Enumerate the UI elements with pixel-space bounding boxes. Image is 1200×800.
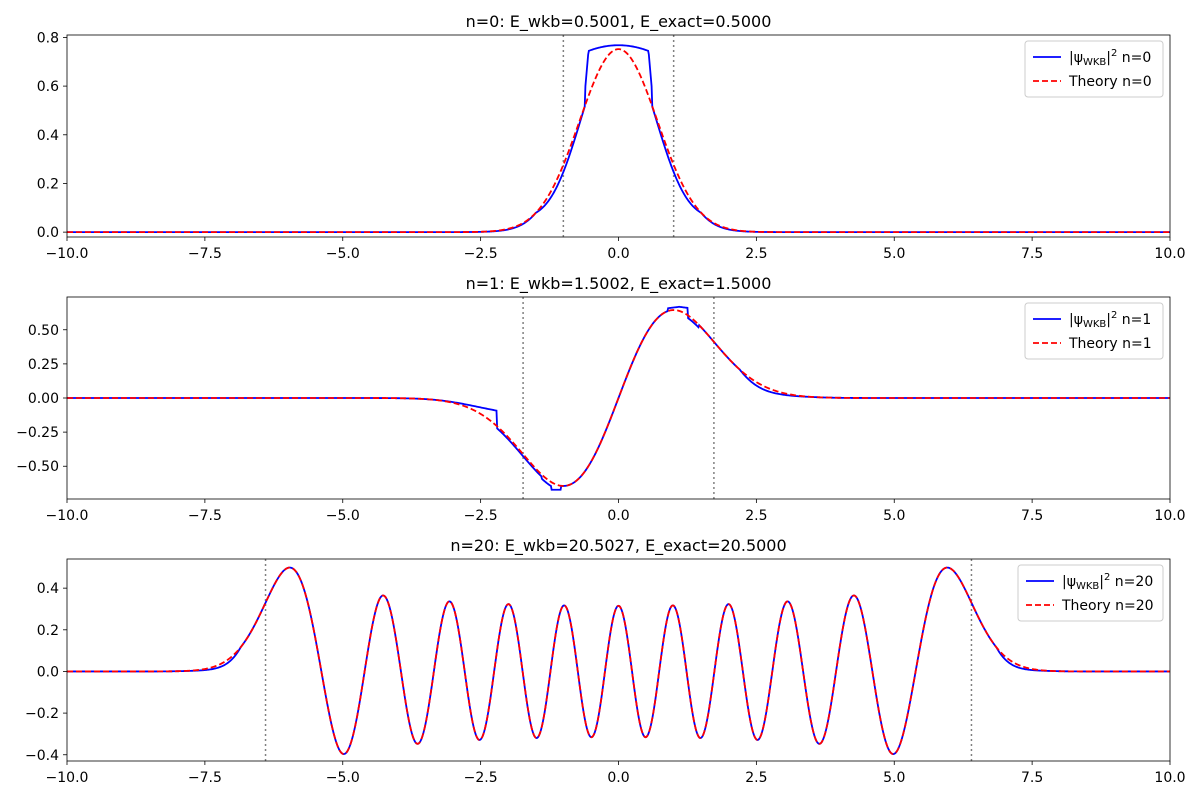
- y-tick-label: 0.0: [37, 664, 59, 680]
- y-tick-label: 0.50: [28, 323, 59, 339]
- x-tick-label: 10.0: [1154, 508, 1185, 524]
- x-tick-label: 5.0: [883, 508, 905, 524]
- x-tick-label: 0.0: [607, 770, 629, 786]
- y-tick-label: −0.25: [16, 425, 59, 441]
- y-tick-label: 0.6: [37, 79, 59, 95]
- legend-label-theory: Theory n=0: [1068, 74, 1152, 90]
- series-line-theory: [67, 566, 1170, 755]
- x-tick-label: −7.5: [188, 508, 222, 524]
- x-tick-label: −5.0: [326, 770, 360, 786]
- plot-layer: [67, 297, 1170, 499]
- y-tick-label: 0.8: [37, 30, 59, 46]
- x-tick-label: 2.5: [745, 508, 767, 524]
- y-tick-label: 0.2: [37, 623, 59, 639]
- y-tick-label: 0.2: [37, 176, 59, 192]
- legend-box: [1024, 40, 1164, 98]
- x-tick-label: 5.0: [883, 246, 905, 262]
- x-tick-label: 2.5: [745, 246, 767, 262]
- ticks-layer: −10.0 −7.5 −5.0 −2.5 0.0 2.5 5.0 7.5 10.0 −0.4 −0.…: [25, 581, 1186, 786]
- legend: |ψWKB|2 n=0 Theory n=0: [1024, 40, 1164, 98]
- legend: |ψWKB|2 n=1 Theory n=1: [1024, 302, 1164, 360]
- x-tick-label: −10.0: [46, 508, 89, 524]
- plot-layer: [67, 559, 1170, 761]
- panel-n0: n=0: E_wkb=0.5001, E_exact=0.5000 −10.0−…: [37, 12, 1186, 262]
- x-tick-label: −5.0: [326, 246, 360, 262]
- panel-title: n=1: E_wkb=1.5002, E_exact=1.5000: [466, 274, 772, 294]
- legend-label-theory: Theory n=1: [1068, 336, 1152, 352]
- y-tick-label: −0.2: [25, 706, 59, 722]
- plot-layer: [67, 35, 1170, 237]
- y-tick-label: 0.0: [37, 225, 59, 241]
- legend-box: [1024, 302, 1164, 360]
- panel-n1: n=1: E_wkb=1.5002, E_exact=1.5000 −10.0−…: [16, 274, 1185, 524]
- x-tick-label: −10.0: [46, 770, 89, 786]
- series-line-theory: [67, 48, 1170, 234]
- y-tick-label: 0.4: [37, 581, 59, 597]
- legend-label-theory: Theory n=20: [1061, 598, 1154, 614]
- x-tick-label: −2.5: [464, 770, 498, 786]
- ticks-layer: −10.0 −7.5 −5.0 −2.5 0.0 2.5 5.0 7.5 10.0 −0.50 −0…: [16, 323, 1185, 524]
- panel-title: n=0: E_wkb=0.5001, E_exact=0.5000: [466, 12, 772, 32]
- x-tick-label: −10.0: [46, 246, 89, 262]
- y-tick-label: 0.25: [28, 357, 59, 373]
- x-tick-label: −2.5: [464, 508, 498, 524]
- legend-label-wkb: |ψWKB|2 n=20: [1062, 572, 1153, 592]
- y-tick-label: 0.4: [37, 128, 59, 144]
- y-tick-label: −0.50: [16, 459, 59, 475]
- x-tick-label: −7.5: [188, 246, 222, 262]
- x-tick-label: 10.0: [1154, 770, 1185, 786]
- panel-title: n=20: E_wkb=20.5027, E_exact=20.5000: [450, 536, 786, 556]
- legend-label-wkb: |ψWKB|2 n=1: [1069, 310, 1151, 330]
- y-tick-label: 0.00: [28, 391, 59, 407]
- legend-box: [1017, 564, 1164, 622]
- x-tick-label: −5.0: [326, 508, 360, 524]
- y-tick-label: −0.4: [25, 748, 59, 764]
- legend-label-wkb: |ψWKB|2 n=0: [1069, 48, 1151, 68]
- ticks-layer: −10.0 −7.5 −5.0 −2.5 0.0 2.5 5.0 7.5 10.0 0.0 0.2 0…: [37, 30, 1186, 262]
- x-tick-label: 0.0: [607, 508, 629, 524]
- panel-n20: n=20: E_wkb=20.5027, E_exact=20.5000 −10…: [25, 536, 1186, 786]
- x-tick-label: −2.5: [464, 246, 498, 262]
- x-tick-label: 5.0: [883, 770, 905, 786]
- x-tick-label: 7.5: [1021, 508, 1043, 524]
- x-tick-label: −7.5: [188, 770, 222, 786]
- x-tick-label: 0.0: [607, 246, 629, 262]
- x-tick-label: 10.0: [1154, 246, 1185, 262]
- x-tick-label: 7.5: [1021, 770, 1043, 786]
- series-line-theory: [67, 309, 1170, 487]
- x-tick-label: 7.5: [1021, 246, 1043, 262]
- x-tick-label: 2.5: [745, 770, 767, 786]
- legend: |ψWKB|2 n=20 Theory n=20: [1017, 564, 1164, 622]
